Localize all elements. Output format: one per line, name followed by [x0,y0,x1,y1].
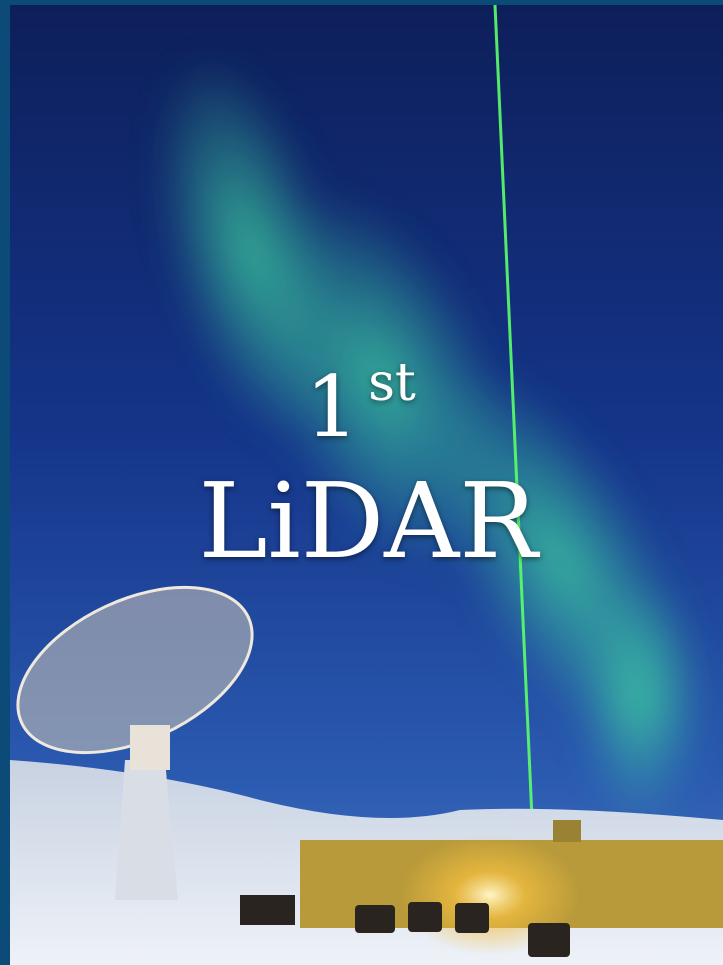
title-suffix: st [368,353,416,413]
title-number: 1 [305,358,358,456]
page: 1 st LiDAR (() => { const data = JSON.pa… [0,0,723,965]
poster: 1 st LiDAR [0,0,723,965]
title-word: LiDAR [198,460,540,582]
